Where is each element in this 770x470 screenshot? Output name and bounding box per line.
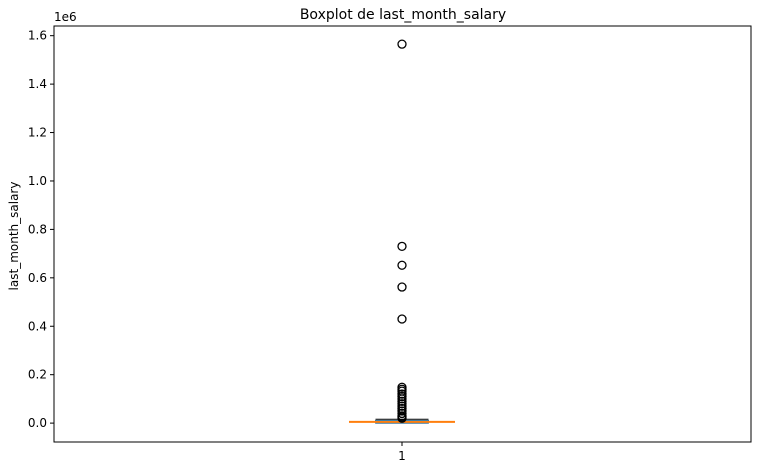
outlier-point [397,260,407,270]
plot-marks [349,39,455,424]
y-offset-label: 1e6 [54,10,77,24]
y-axis-label: last_month_salary [7,182,21,291]
outlier-point [397,401,407,411]
outlier-point [397,413,407,423]
y-tick-label: 0.6 [28,271,47,285]
y-tick-label: 1.4 [28,77,47,91]
y-tick-label: 0.2 [28,368,47,382]
outlier-point [397,399,407,409]
outlier-point [397,282,407,292]
outlier-point [397,394,407,404]
y-tick-label: 1.2 [28,126,47,140]
outlier-point [397,241,407,251]
outlier-point [397,396,407,406]
outlier-point [397,391,407,402]
x-tick-label: 1 [398,449,406,463]
x-axis: 1 [398,442,406,463]
outlier-point [397,406,407,416]
y-tick-label: 0.8 [28,222,47,236]
y-axis: 0.0 0.2 0.4 0.6 0.8 1.0 1.2 1.4 1.6 [28,29,54,430]
y-tick-label: 1.0 [28,174,47,188]
outlier-point [397,314,407,324]
chart-title: Boxplot de last_month_salary [300,7,506,23]
outlier-point [397,408,407,419]
y-tick-label: 1.6 [28,29,47,43]
plot-area-frame [53,25,752,443]
outlier-point [397,39,407,49]
y-tick-label: 0.0 [28,416,47,430]
y-tick-label: 0.4 [28,319,47,333]
outlier-point [397,389,407,399]
